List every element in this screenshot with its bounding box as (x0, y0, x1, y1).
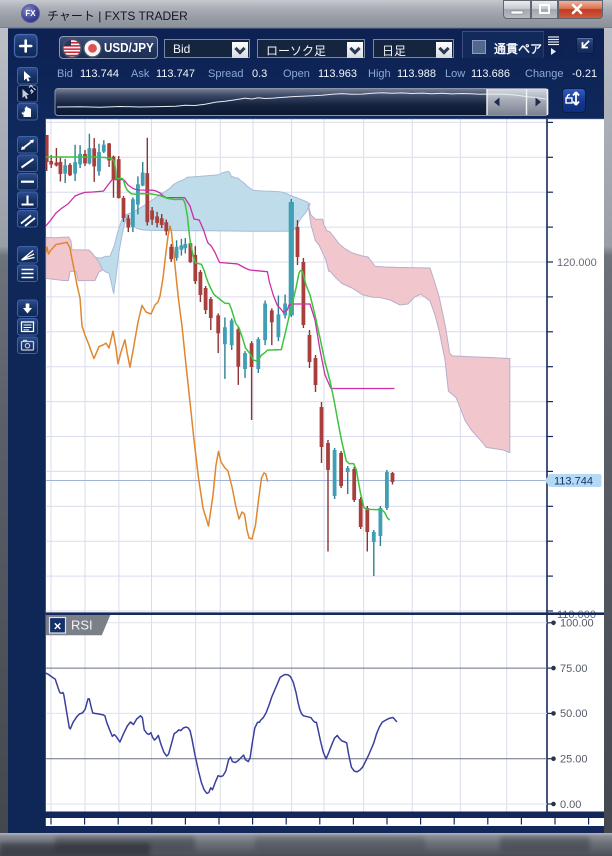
svg-text:100.00: 100.00 (560, 618, 594, 630)
svg-text:113.744: 113.744 (554, 476, 593, 488)
svg-text:RSI: RSI (71, 617, 93, 632)
svg-text:50.00: 50.00 (560, 708, 588, 720)
svg-text:×: × (54, 619, 62, 634)
svg-text:75.00: 75.00 (560, 663, 588, 675)
svg-text:0.00: 0.00 (560, 799, 581, 811)
svg-text:110.000: 110.000 (557, 609, 596, 621)
svg-text:25.00: 25.00 (560, 754, 588, 766)
svg-text:120.000: 120.000 (557, 257, 597, 269)
